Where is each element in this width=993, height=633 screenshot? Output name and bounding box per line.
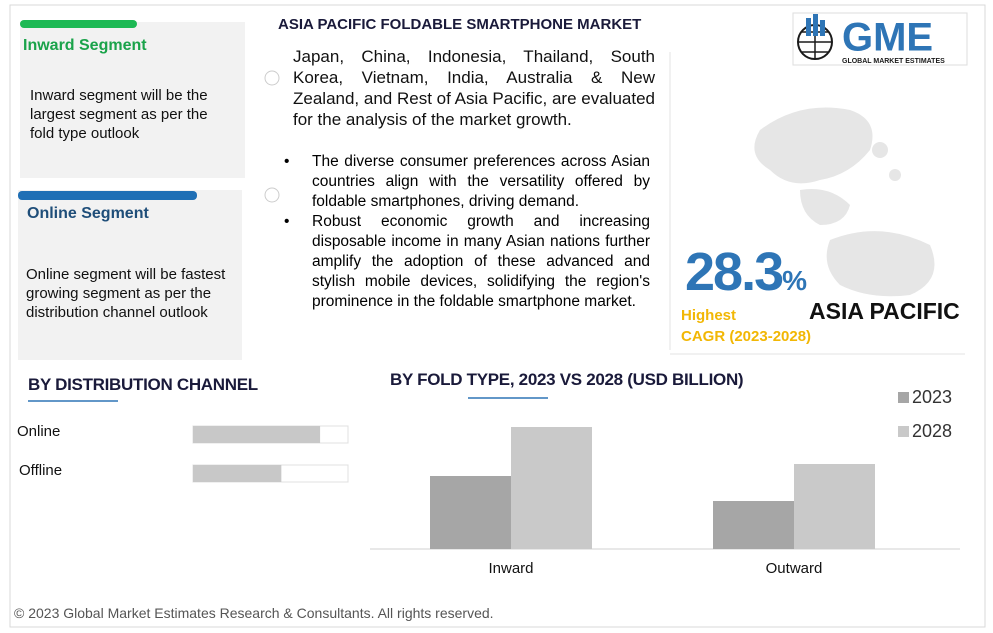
- panel-text: Online segment will be fastest growing s…: [26, 266, 226, 321]
- category-label: Offline: [19, 462, 62, 479]
- cagr-sublabel: CAGR (2023-2028): [681, 328, 812, 345]
- bullet: The diverse consumer preferences across …: [284, 152, 650, 212]
- intro: Japan, China, Indonesia, Thailand, South…: [293, 47, 655, 129]
- panel-title: Online Segment: [27, 205, 149, 222]
- logo-subtitle: GLOBAL MARKET ESTIMATES: [842, 58, 945, 65]
- cagr-label: Highest: [681, 307, 737, 324]
- bar: [193, 465, 282, 482]
- cagr-unit: %: [782, 265, 808, 296]
- logo-text: GME: [842, 16, 933, 60]
- bar: [430, 476, 511, 549]
- main-title: ASIA PACIFIC FOLDABLE SMARTPHONE MARKET: [278, 16, 642, 33]
- cagr-value: 28.3: [685, 242, 784, 302]
- region: ASIA PACIFIC: [809, 298, 960, 324]
- frame: [9, 4, 986, 628]
- cagr: 28.3%: [685, 241, 807, 303]
- chart-title: BY DISTRIBUTION CHANNEL: [28, 375, 258, 394]
- logo-icon: [792, 12, 968, 66]
- x-tick-label: Inward: [488, 560, 533, 577]
- footer: © 2023 Global Market Estimates Research …: [14, 605, 494, 621]
- bar: [193, 426, 321, 443]
- x-tick-label: Outward: [766, 560, 823, 577]
- map: [754, 107, 935, 297]
- legend-swatch: [898, 426, 909, 437]
- icon: [264, 187, 280, 203]
- panel-accent: [18, 191, 197, 200]
- bar: [794, 464, 875, 549]
- category-label: Online: [17, 423, 60, 440]
- panel-bg: [20, 22, 245, 178]
- bar: [713, 501, 794, 549]
- panel-text: Inward segment will be the largest segme…: [30, 87, 208, 142]
- chart-title: BY FOLD TYPE, 2023 VS 2028 (USD BILLION): [390, 370, 744, 389]
- bullet: Robust economic growth and increasing di…: [284, 212, 650, 312]
- legend-swatch: [898, 392, 909, 403]
- panel-title: Inward Segment: [23, 37, 147, 54]
- panel-accent: [20, 20, 137, 28]
- icon: [264, 70, 280, 86]
- bullet-list: The diverse consumer preferences across …: [284, 152, 650, 312]
- panel-bg: [18, 190, 242, 360]
- bar: [511, 427, 592, 549]
- legend-label: 2023: [912, 387, 952, 407]
- legend-label: 2028: [912, 421, 952, 441]
